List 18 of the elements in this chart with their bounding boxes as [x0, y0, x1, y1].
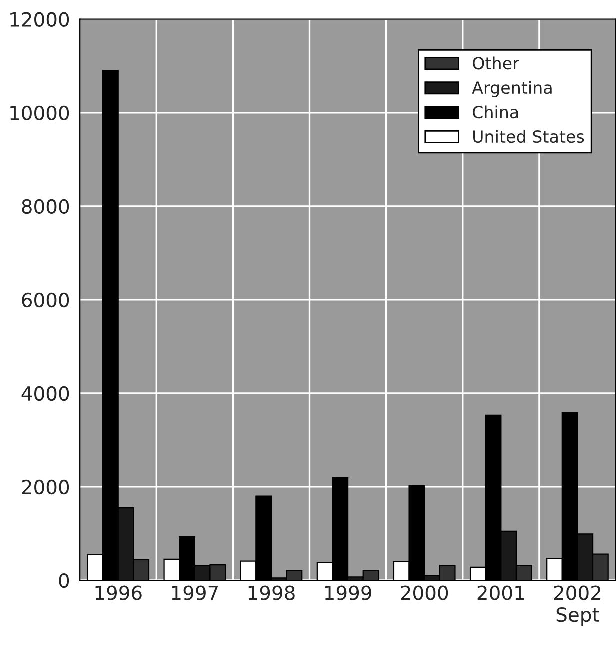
x-tick-label: 2000 [401, 586, 448, 600]
y-tick-label: 2000 [22, 480, 70, 495]
legend-label: United States [474, 130, 584, 144]
x-tick-label: 1999 [325, 586, 372, 600]
x-tick-label: 1997 [172, 586, 218, 600]
legend-label: China [473, 106, 518, 119]
x-tick-label: 1996 [96, 586, 142, 600]
y-tick-label: 4000 [22, 386, 70, 402]
y-tick-label: 10000 [10, 106, 70, 121]
x-tick-label: 1998 [248, 586, 295, 600]
y-tick-label: 8000 [22, 199, 70, 214]
legend-label: Argentina [472, 81, 552, 98]
legend-label: Other [473, 56, 520, 70]
y-tick-label: 6000 [22, 292, 70, 308]
y-tick-label: 0 [59, 573, 70, 588]
y-tick-label: 12000 [10, 12, 70, 28]
x-tick-label: 2002 Sept [554, 586, 601, 626]
x-tick-label: 2001 [478, 586, 524, 600]
